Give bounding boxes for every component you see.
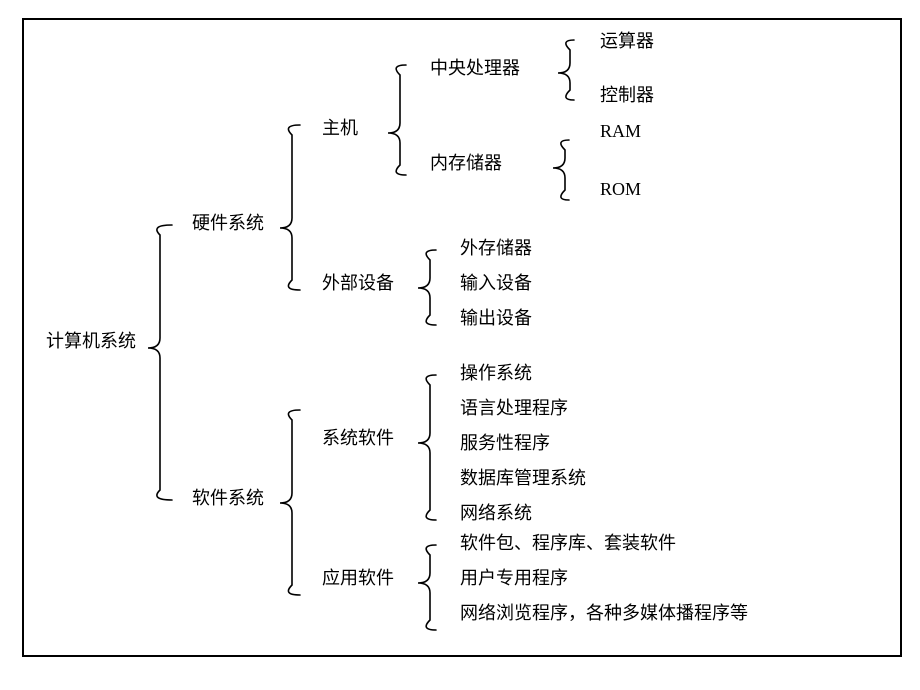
tree-node-label: 软件包、程序库、套装软件 — [460, 529, 676, 555]
tree-node-label: 外部设备 — [322, 269, 394, 295]
tree-node-label: 硬件系统 — [192, 209, 264, 235]
tree-node-label: ROM — [600, 179, 641, 200]
diagram-frame: 计算机系统 硬件系统 主机 中央处理器 运算器控制器内存储器 RAM ROM 外部设备 外存储器… — [0, 0, 920, 690]
tree-node-label: 主机 — [322, 114, 358, 140]
tree-node-label: 应用软件 — [322, 564, 394, 590]
tree-node-label: 系统软件 — [322, 424, 394, 450]
tree-node-label: 运算器 — [600, 27, 654, 53]
tree-node-label: 语言处理程序 — [460, 394, 568, 420]
diagram-border — [22, 18, 902, 657]
tree-node-label: 网络浏览程序，各种多媒体播程序等 — [460, 599, 748, 625]
tree-node-label: 网络系统 — [460, 499, 532, 525]
tree-node-label: 用户专用程序 — [460, 564, 568, 590]
tree-node-label: 操作系统 — [460, 359, 532, 385]
tree-node-label: 软件系统 — [192, 484, 264, 510]
tree-node-label: 数据库管理系统 — [460, 464, 586, 490]
tree-node-label: 控制器 — [600, 81, 654, 107]
tree-node-label: 内存储器 — [430, 149, 502, 175]
tree-node-label: 计算机系统 — [46, 327, 136, 353]
tree-node-label: 服务性程序 — [460, 429, 550, 455]
tree-node-label: 中央处理器 — [430, 54, 520, 80]
tree-node-label: 外存储器 — [460, 234, 532, 260]
tree-node-label: 输入设备 — [460, 269, 532, 295]
tree-node-label: 输出设备 — [460, 304, 532, 330]
tree-node-label: RAM — [600, 121, 641, 142]
